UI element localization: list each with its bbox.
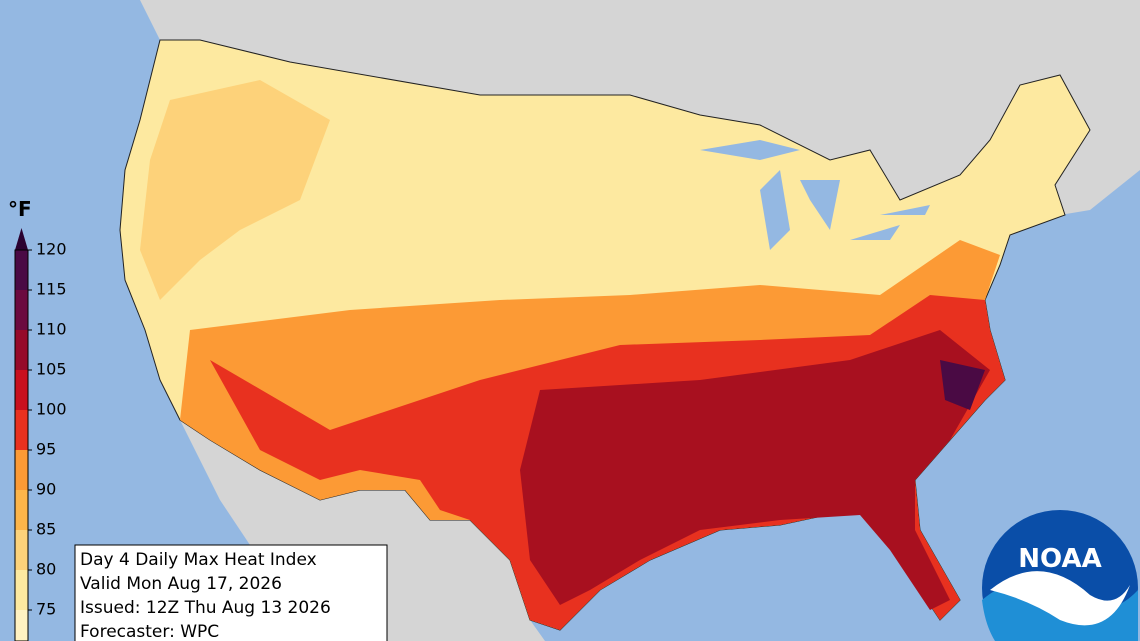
tick-label: 80 [36,560,56,579]
heat-zone [140,80,330,300]
colorbar-frame [14,249,29,641]
colorbar-segment [15,530,28,570]
colorbar-segment [15,570,28,610]
heat-zone [940,360,985,410]
logo-text: NOAA [1018,544,1101,574]
tick-label: 75 [36,600,56,619]
logo-bird [990,571,1130,626]
colorbar-over [15,228,28,250]
info-line: Forecaster: WPC [80,622,219,641]
info-line: Day 4 Daily Max Heat Index [80,550,317,570]
tick-label: 85 [36,520,56,539]
info-line: Valid Mon Aug 17, 2026 [80,574,282,594]
legend-unit: °F [8,197,32,221]
info-line: Issued: 12Z Thu Aug 13 2026 [80,598,331,618]
colorbar-segment [15,410,28,450]
tick-label: 105 [36,360,67,379]
info-text: Day 4 Daily Max Heat Index Valid Mon Aug … [80,550,331,641]
legend: °F 75 80 85 90 95 100 105 110 115 120 [8,197,67,641]
tick-label: 95 [36,440,56,459]
mexico [180,420,545,641]
logo: NOAA [982,510,1138,641]
colorbar-segment [15,290,28,330]
colorbar-segment [15,450,28,490]
heat-zone [520,330,990,610]
tick-label: 110 [36,320,67,339]
tick-label: 90 [36,480,56,499]
colorbar-segment [15,370,28,410]
info-box [74,544,388,641]
tick-label: 100 [36,400,67,419]
colorbar-segment [15,250,28,290]
colorbar-under [15,610,28,641]
tick-label: 115 [36,280,67,299]
tick-label: 120 [36,240,67,259]
lake [700,140,930,250]
colorbar-segment [15,330,28,370]
colorbar-segment [15,490,28,530]
